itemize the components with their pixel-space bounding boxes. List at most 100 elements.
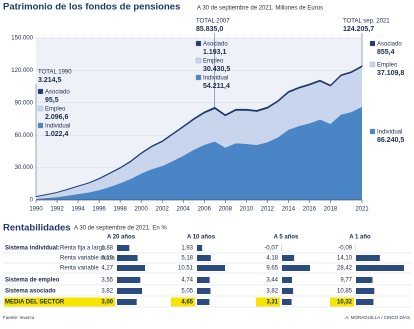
chart-title: Patrimonio de los fondos de pensiones [3,2,180,13]
legend-swatch [196,41,201,46]
cell-value: 1,93 [181,246,193,252]
x-tick-label: 1990 [29,207,43,213]
legend-label: Asociado [377,42,402,48]
cell-value: 5,05 [181,289,193,295]
cell-value: 9,77 [340,278,352,284]
value-label: 1.193,1 [203,49,226,56]
x-tick-label: 2000 [134,207,148,213]
bar [282,288,293,294]
cell-value: 4,65 [181,300,193,306]
cell-value: 4,18 [266,256,278,262]
value-label: 37.109,8 [377,70,404,77]
callout-title: TOTAL 2007 [196,19,230,25]
bar [197,245,202,251]
callout-total: 124.205,7 [343,26,374,33]
bar [117,288,142,294]
bar [117,255,138,261]
x-tick-label: 1996 [92,207,106,213]
legend-label: Empleo [203,59,224,65]
bar [197,265,225,271]
bar [356,299,373,305]
callout-title: TOTAL sep. 2021 [343,19,390,25]
legend-swatch [196,58,201,63]
callout-title: TOTAL 1990 [38,70,72,76]
row-group: MEDIA DEL SECTOR [5,300,65,306]
cell-value: 10,85 [337,289,353,295]
table-title: Rentabilidades [3,223,71,234]
cell-value: 3,82 [101,289,113,295]
value-label: 2.096,6 [45,114,68,121]
x-tick-label: 1998 [113,207,127,213]
cell-value: 5,18 [181,256,193,262]
x-tick-label: 2021 [355,207,369,213]
value-label: 86.240,5 [377,137,404,144]
cell-value: -0,09 [338,246,352,252]
column-header: A 5 años [274,235,299,241]
legend-swatch [370,41,375,46]
x-tick-label: 2012 [261,207,275,213]
cell-value: 3,44 [266,278,278,284]
cell-value: 10,51 [178,266,194,272]
y-tick-label: 60.000 [15,133,34,139]
bar [282,299,292,305]
bar [197,255,211,261]
cell-value: 3,00 [101,300,113,306]
legend-swatch [370,129,375,134]
bar [197,277,210,283]
legend-swatch [196,75,201,80]
x-tick-label: 2006 [198,207,212,213]
row-group: Sistema asociado [5,289,56,295]
legend-label: Individual [377,130,402,136]
row-group: Sistema individual: [5,246,60,252]
x-tick-label: 2014 [282,207,296,213]
bar [117,277,140,283]
x-tick-label: 2010 [240,207,254,213]
callout-total: 85.835,0 [196,26,223,33]
bar [356,265,404,271]
cell-value: 1,88 [101,246,113,252]
x-tick-label: 2018 [324,207,338,213]
value-label: 855,4 [377,49,395,56]
row-label: Renta variable [60,266,99,272]
bar [282,255,294,261]
cell-value: 4,27 [101,266,113,272]
chart-subtitle: A 30 de septiembre de 2021. Millones de … [197,6,323,12]
x-tick-label: 1992 [50,207,64,213]
y-tick-label: 120.000 [11,68,33,74]
column-header: A 1 año [349,235,371,241]
cell-value: 3,82 [266,289,278,295]
legend-swatch [38,106,43,111]
table-subtitle: A 30 de septiembre de 2021. En % [74,226,167,232]
column-header: A 10 años [187,235,216,241]
legend-label: Individual [45,124,70,130]
bar [117,245,129,251]
bar [117,265,145,271]
x-tick-label: 2004 [177,207,191,213]
legend-label: Empleo [45,107,66,113]
y-tick-label: 90.000 [15,100,34,106]
cell-value: 3,13 [101,256,113,262]
bar [356,288,374,294]
column-header: A 20 años [107,235,136,241]
legend-label: Asociado [203,42,228,48]
legend-label: Asociado [45,90,70,96]
bar [282,265,310,271]
x-tick-label: 2008 [219,207,233,213]
cell-value: 3,31 [266,300,278,306]
cell-value: 10,32 [337,300,353,306]
bar [197,288,210,294]
bar [356,255,380,261]
row-group: Sistema de empleo [5,278,60,284]
cell-value: 9,65 [266,266,278,272]
legend-label: Empleo [377,63,398,69]
credit: A. MORAGUILLA / CINCO DÍAS [345,314,410,320]
value-label: 54.211,4 [203,83,230,90]
legend-swatch [38,123,43,128]
value-label: 1.022,4 [45,131,68,138]
value-label: 30.430,5 [203,66,230,73]
x-tick-label: 2016 [303,207,317,213]
bar [197,299,209,305]
legend-swatch [38,89,43,94]
